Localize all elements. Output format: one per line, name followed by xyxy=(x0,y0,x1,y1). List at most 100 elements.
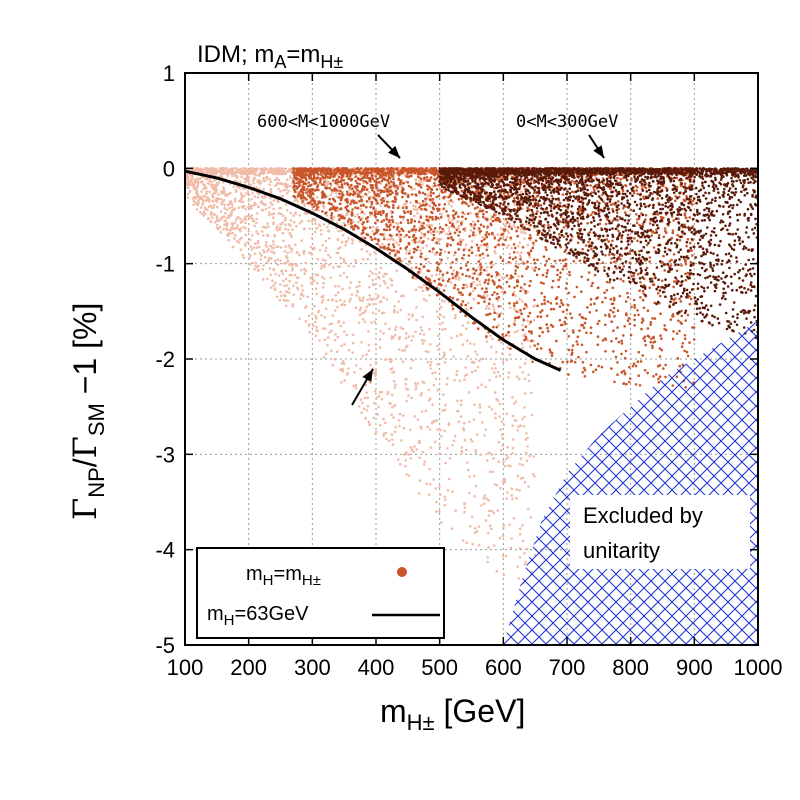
scatter-point xyxy=(339,256,342,260)
scatter-point xyxy=(345,275,349,279)
scatter-point xyxy=(388,252,392,255)
scatter-point xyxy=(244,226,247,230)
scatter-point xyxy=(285,299,288,302)
scatter-point xyxy=(518,547,522,550)
scatter-point xyxy=(291,228,294,231)
scatter-point xyxy=(315,227,318,230)
scatter-point xyxy=(229,228,232,231)
scatter-point xyxy=(499,449,503,452)
scatter-point xyxy=(397,185,401,188)
scatter-point xyxy=(504,225,507,228)
scatter-point xyxy=(612,202,615,206)
scatter-point xyxy=(367,349,371,353)
scatter-point xyxy=(345,190,349,194)
scatter-point xyxy=(583,368,587,372)
scatter-point xyxy=(440,435,443,438)
scatter-point xyxy=(265,245,269,248)
scatter-point xyxy=(501,480,505,483)
scatter-point xyxy=(433,419,437,423)
scatter-point xyxy=(516,316,520,320)
scatter-point xyxy=(343,343,346,346)
scatter-point xyxy=(387,439,391,443)
scatter-point xyxy=(488,524,492,528)
scatter-point xyxy=(658,294,662,298)
scatter-point xyxy=(498,415,501,418)
scatter-point xyxy=(440,188,444,192)
scatter-point xyxy=(527,507,530,511)
scatter-point xyxy=(239,227,242,230)
scatter-point xyxy=(277,187,280,191)
scatter-point xyxy=(358,313,362,317)
scatter-point xyxy=(672,280,676,283)
scatter-point xyxy=(253,201,257,205)
scatter-point xyxy=(239,221,243,224)
scatter-point xyxy=(248,263,252,266)
scatter-point xyxy=(226,174,229,178)
scatter-point xyxy=(426,194,430,197)
scatter-point xyxy=(360,411,364,415)
scatter-point xyxy=(419,236,423,240)
scatter-point xyxy=(447,226,451,229)
scatter-point xyxy=(214,198,218,202)
scatter-point xyxy=(652,246,656,249)
scatter-point xyxy=(359,218,363,221)
scatter-point xyxy=(309,276,312,280)
scatter-point xyxy=(446,447,449,450)
scatter-point xyxy=(495,375,498,379)
scatter-point xyxy=(358,308,362,312)
scatter-point xyxy=(234,190,238,193)
scatter-point xyxy=(668,260,671,263)
scatter-point xyxy=(521,328,525,332)
scatter-point xyxy=(390,337,394,341)
scatter-point xyxy=(576,241,580,245)
scatter-point xyxy=(282,298,286,302)
scatter-point xyxy=(405,451,408,454)
scatter-point xyxy=(494,412,497,415)
scatter-point xyxy=(283,250,287,253)
scatter-point xyxy=(265,250,269,253)
scatter-point xyxy=(580,315,584,319)
scatter-point xyxy=(234,218,238,222)
scatter-point xyxy=(320,233,323,236)
scatter-point xyxy=(489,334,492,338)
scatter-point xyxy=(239,200,243,203)
scatter-point xyxy=(615,337,618,340)
scatter-point xyxy=(423,235,426,238)
scatter-point xyxy=(220,167,223,171)
scatter-point xyxy=(440,299,444,302)
scatter-point xyxy=(449,262,452,265)
scatter-point xyxy=(308,227,312,230)
scatter-point xyxy=(365,200,369,203)
scatter-point xyxy=(510,487,514,491)
scatter-point xyxy=(194,201,197,204)
scatter-point xyxy=(353,225,356,228)
scatter-point xyxy=(662,254,665,258)
scatter-point xyxy=(362,220,365,224)
scatter-point xyxy=(402,215,405,219)
scatter-point xyxy=(280,182,283,185)
scatter-point xyxy=(451,218,454,222)
scatter-point xyxy=(328,197,332,201)
scatter-point xyxy=(343,330,346,333)
scatter-point xyxy=(325,246,328,250)
scatter-point xyxy=(514,264,518,268)
scatter-point xyxy=(690,203,694,206)
scatter-point xyxy=(326,336,330,339)
scatter-point xyxy=(307,314,311,318)
scatter-point xyxy=(434,217,438,221)
scatter-point xyxy=(364,383,368,387)
scatter-point xyxy=(288,279,291,283)
scatter-point xyxy=(678,329,681,333)
scatter-point xyxy=(388,327,391,331)
scatter-point xyxy=(462,228,466,231)
scatter-point xyxy=(250,198,253,201)
scatter-point xyxy=(422,179,426,183)
scatter-point xyxy=(463,506,467,509)
scatter-point xyxy=(435,273,438,277)
scatter-point xyxy=(353,371,356,374)
scatter-point xyxy=(429,446,433,449)
scatter-point xyxy=(228,232,232,235)
scatter-point xyxy=(528,345,532,348)
scatter-point xyxy=(458,230,462,234)
scatter-point xyxy=(448,456,452,460)
